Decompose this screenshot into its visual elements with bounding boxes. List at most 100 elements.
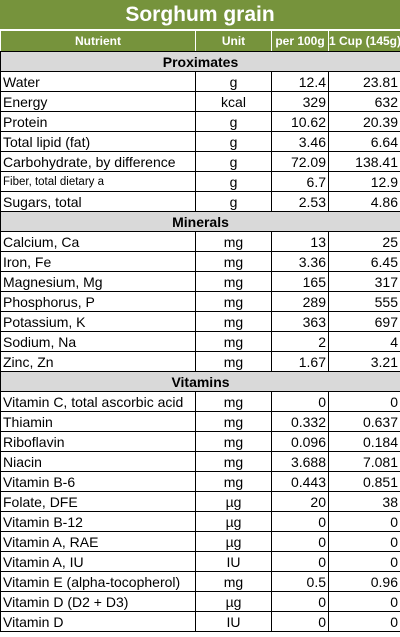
- per-cup-cell: 0.96: [328, 571, 400, 592]
- unit-cell: mg: [195, 231, 272, 252]
- section-title: Vitamins: [0, 371, 400, 392]
- table-row: Energy kcal 329 632: [0, 91, 400, 112]
- per-100g-cell: 0: [271, 611, 329, 632]
- per-100g-cell: 289: [271, 291, 329, 312]
- nutrient-cell: Folate, DFE: [0, 491, 196, 512]
- nutrient-cell: Vitamin A, IU: [0, 551, 196, 572]
- table-row: Folate, DFE µg 20 38: [0, 491, 400, 512]
- per-100g-cell: 0.443: [271, 471, 329, 492]
- nutrient-cell: Riboflavin: [0, 431, 196, 452]
- per-cup-cell: 6.45: [328, 251, 400, 272]
- nutrient-cell: Vitamin D (D2 + D3): [0, 591, 196, 612]
- nutrient-cell: Carbohydrate, by difference: [0, 151, 196, 172]
- nutrient-cell: Thiamin: [0, 411, 196, 432]
- table-row: Riboflavin mg 0.096 0.184: [0, 431, 400, 452]
- per-cup-cell: 0.637: [328, 411, 400, 432]
- section-row: Minerals: [0, 211, 400, 232]
- per-100g-cell: 0.332: [271, 411, 329, 432]
- per-cup-cell: 0: [328, 511, 400, 532]
- nutrition-table: Nutrient Unit per 100g 1 Cup (145g) Prox…: [0, 30, 400, 632]
- header-unit: Unit: [195, 30, 272, 52]
- per-100g-cell: 2: [271, 331, 329, 352]
- unit-cell: mg: [195, 391, 272, 412]
- per-100g-cell: 12.4: [271, 71, 329, 92]
- unit-cell: µg: [195, 491, 272, 512]
- nutrient-cell: Zinc, Zn: [0, 351, 196, 372]
- nutrient-cell: Fiber, total dietary a: [0, 171, 196, 192]
- unit-cell: mg: [195, 311, 272, 332]
- unit-cell: µg: [195, 591, 272, 612]
- per-cup-cell: 0: [328, 551, 400, 572]
- unit-cell: mg: [195, 571, 272, 592]
- per-cup-cell: 632: [328, 91, 400, 112]
- per-cup-cell: 0.851: [328, 471, 400, 492]
- per-100g-cell: 363: [271, 311, 329, 332]
- per-cup-cell: 12.9: [328, 171, 400, 192]
- unit-cell: g: [195, 171, 272, 192]
- table-row: Magnesium, Mg mg 165 317: [0, 271, 400, 292]
- table-row: Vitamin B-6 mg 0.443 0.851: [0, 471, 400, 492]
- per-cup-cell: 0: [328, 611, 400, 632]
- per-100g-cell: 3.46: [271, 131, 329, 152]
- per-100g-cell: 0: [271, 551, 329, 572]
- per-cup-cell: 7.081: [328, 451, 400, 472]
- table-row: Thiamin mg 0.332 0.637: [0, 411, 400, 432]
- unit-cell: mg: [195, 471, 272, 492]
- table-row: Total lipid (fat) g 3.46 6.64: [0, 131, 400, 152]
- unit-cell: mg: [195, 291, 272, 312]
- unit-cell: g: [195, 131, 272, 152]
- nutrient-cell: Protein: [0, 111, 196, 132]
- unit-cell: mg: [195, 351, 272, 372]
- per-cup-cell: 23.81: [328, 71, 400, 92]
- header-row: Nutrient Unit per 100g 1 Cup (145g): [0, 30, 400, 52]
- unit-cell: mg: [195, 251, 272, 272]
- nutrient-cell: Sodium, Na: [0, 331, 196, 352]
- nutrient-cell: Total lipid (fat): [0, 131, 196, 152]
- unit-cell: g: [195, 191, 272, 212]
- nutrient-cell: Potassium, K: [0, 311, 196, 332]
- per-100g-cell: 13: [271, 231, 329, 252]
- unit-cell: mg: [195, 451, 272, 472]
- per-100g-cell: 0: [271, 511, 329, 532]
- table-row: Iron, Fe mg 3.36 6.45: [0, 251, 400, 272]
- table-row: Vitamin C, total ascorbic acid mg 0 0: [0, 391, 400, 412]
- unit-cell: kcal: [195, 91, 272, 112]
- nutrient-cell: Vitamin A, RAE: [0, 531, 196, 552]
- unit-cell: mg: [195, 331, 272, 352]
- per-cup-cell: 20.39: [328, 111, 400, 132]
- per-cup-cell: 38: [328, 491, 400, 512]
- table-row: Vitamin A, IU IU 0 0: [0, 551, 400, 572]
- table-row: Vitamin D IU 0 0: [0, 611, 400, 632]
- table-row: Vitamin E (alpha-tocopherol) mg 0.5 0.96: [0, 571, 400, 592]
- unit-cell: µg: [195, 511, 272, 532]
- per-cup-cell: 697: [328, 311, 400, 332]
- per-cup-cell: 25: [328, 231, 400, 252]
- per-cup-cell: 0: [328, 591, 400, 612]
- per-100g-cell: 6.7: [271, 171, 329, 192]
- unit-cell: mg: [195, 271, 272, 292]
- per-100g-cell: 3.36: [271, 251, 329, 272]
- table-row: Niacin mg 3.688 7.081: [0, 451, 400, 472]
- table-title: Sorghum grain: [0, 0, 400, 30]
- per-cup-cell: 0: [328, 531, 400, 552]
- per-100g-cell: 20: [271, 491, 329, 512]
- per-cup-cell: 6.64: [328, 131, 400, 152]
- nutrient-cell: Calcium, Ca: [0, 231, 196, 252]
- header-per-100g: per 100g: [271, 30, 329, 52]
- per-100g-cell: 0: [271, 531, 329, 552]
- per-cup-cell: 317: [328, 271, 400, 292]
- unit-cell: IU: [195, 551, 272, 572]
- per-cup-cell: 138.41: [328, 151, 400, 172]
- per-100g-cell: 0.5: [271, 571, 329, 592]
- nutrient-cell: Sugars, total: [0, 191, 196, 212]
- nutrient-cell: Niacin: [0, 451, 196, 472]
- nutrient-cell: Magnesium, Mg: [0, 271, 196, 292]
- table-row: Calcium, Ca mg 13 25: [0, 231, 400, 252]
- header-nutrient: Nutrient: [0, 30, 196, 52]
- nutrient-cell: Vitamin E (alpha-tocopherol): [0, 571, 196, 592]
- nutrient-cell: Energy: [0, 91, 196, 112]
- nutrient-cell: Vitamin B-6: [0, 471, 196, 492]
- nutrient-cell: Vitamin B-12: [0, 511, 196, 532]
